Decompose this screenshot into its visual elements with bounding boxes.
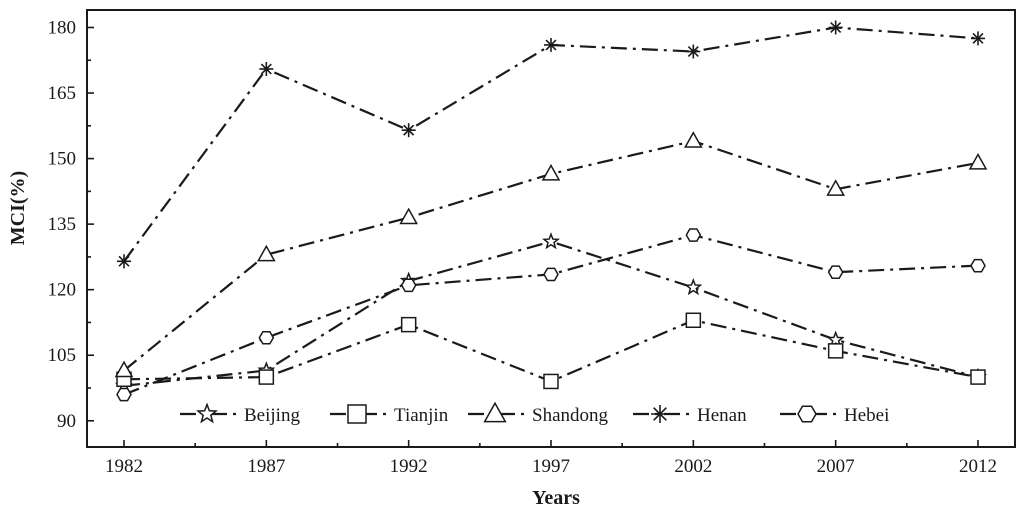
triangle-marker	[684, 131, 703, 148]
square-marker	[970, 369, 986, 385]
y-tick-label: 90	[57, 411, 76, 432]
y-tick-label: 105	[48, 345, 77, 366]
asterisk-marker	[651, 405, 669, 423]
square-marker	[347, 404, 367, 424]
y-tick-label: 180	[48, 17, 77, 38]
triangle-marker	[968, 153, 988, 170]
series-beijing	[115, 232, 987, 394]
triangle-marker	[826, 179, 845, 196]
series-henan	[117, 20, 985, 269]
hexagon-marker	[400, 278, 417, 293]
asterisk-marker	[544, 37, 558, 52]
square-marker	[258, 369, 275, 385]
asterisk-marker	[828, 20, 843, 35]
legend-label: Hebei	[844, 405, 889, 426]
x-tick-label: 1992	[390, 456, 428, 477]
legend-item-hebei: Hebei	[780, 405, 889, 426]
asterisk-marker	[686, 44, 701, 59]
square-marker	[685, 312, 702, 329]
asterisk-marker	[259, 61, 274, 76]
y-axis-ticks: 90 105 120 135 150 165 180	[48, 17, 94, 432]
x-tick-label: 2012	[959, 456, 997, 477]
legend-item-beijing: Beijing	[180, 402, 300, 426]
square-marker	[400, 316, 417, 333]
hexagon-marker	[970, 258, 986, 273]
x-axis-ticks: 1982 1987 1992 1997 2002 2007 2012	[105, 440, 997, 477]
x-axis-title: Years	[532, 487, 580, 509]
x-tick-label: 1982	[105, 456, 143, 477]
triangle-marker	[399, 207, 418, 225]
legend-label: Beijing	[244, 405, 300, 426]
y-tick-label: 165	[48, 83, 77, 104]
asterisk-marker	[117, 254, 132, 269]
star-marker	[196, 402, 218, 424]
legend-label: Henan	[697, 405, 747, 426]
hexagon-marker	[797, 405, 817, 423]
triangle-marker	[483, 401, 507, 423]
series-line-henan	[123, 26, 979, 262]
asterisk-stroke	[972, 32, 984, 44]
x-tick-label: 2002	[674, 456, 712, 477]
series-line-hebei	[123, 233, 979, 396]
asterisk-marker	[970, 31, 985, 46]
y-tick-label: 150	[48, 149, 77, 170]
y-axis-title: MCI(%)	[7, 171, 29, 245]
hexagon-marker	[116, 387, 132, 402]
asterisk-stroke	[545, 39, 557, 51]
asterisk-stroke	[830, 21, 842, 33]
legend-item-shandong: Shandong	[468, 401, 609, 426]
hexagon-marker	[685, 228, 702, 242]
series-layer	[114, 20, 988, 402]
legend-label: Tianjin	[394, 405, 449, 426]
hexagon-marker	[543, 267, 559, 282]
star-marker	[542, 232, 560, 250]
y-tick-label: 135	[48, 214, 77, 235]
star-marker	[684, 278, 703, 296]
hexagon-marker	[258, 330, 275, 345]
y-tick-label: 120	[48, 280, 77, 301]
asterisk-stroke	[687, 45, 699, 58]
triangle-marker	[257, 244, 276, 262]
legend-item-tianjin: Tianjin	[330, 404, 449, 426]
series-line-beijing	[123, 240, 979, 387]
legend-item-henan: Henan	[633, 405, 747, 426]
legend: Beijing Tianjin Shandong Henan Hebei	[172, 394, 914, 434]
series-shandong	[114, 131, 988, 378]
square-marker	[543, 373, 559, 390]
series-tianjin	[116, 312, 986, 390]
hexagon-marker	[827, 265, 844, 280]
triangle-marker	[541, 163, 561, 181]
legend-label: Shandong	[532, 405, 609, 426]
asterisk-stroke	[403, 124, 415, 136]
x-tick-label: 1997	[532, 456, 570, 477]
star-marker	[826, 330, 845, 348]
x-tick-label: 2007	[817, 456, 855, 477]
series-hebei	[116, 228, 986, 402]
asterisk-stroke	[260, 63, 272, 75]
x-tick-label: 1987	[247, 456, 285, 477]
triangle-marker	[114, 360, 134, 378]
asterisk-stroke	[653, 407, 667, 421]
asterisk-stroke	[118, 255, 130, 267]
square-marker	[827, 343, 844, 359]
asterisk-marker	[401, 123, 416, 138]
